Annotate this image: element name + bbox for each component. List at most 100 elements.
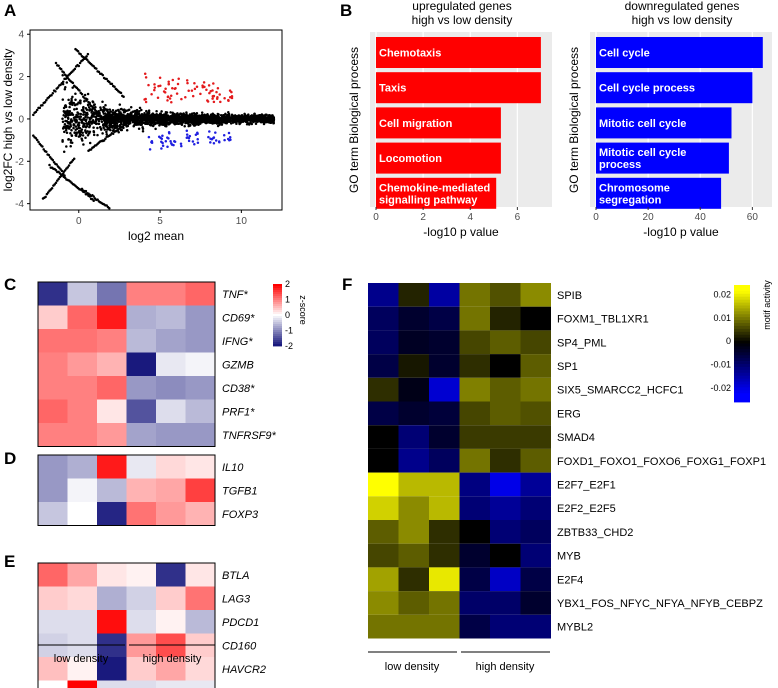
upregulated-gene-point (170, 101, 173, 104)
gene-point (122, 111, 126, 114)
gene-point (51, 91, 55, 95)
gene-point (272, 116, 275, 119)
downregulated-gene-point (209, 141, 212, 144)
heatmap-cell (126, 455, 156, 479)
gene-point (44, 195, 47, 199)
y-tick-label: -4 (15, 199, 24, 210)
gene-label-gzmb: GZMB (222, 359, 254, 371)
motif-heatmap-cell (520, 283, 551, 307)
motif-heatmap-cell (520, 496, 551, 520)
gene-label-cd38: CD38* (222, 383, 255, 395)
motif-heatmap-cell (429, 306, 460, 331)
gene-point (92, 64, 95, 68)
motif-heatmap-cell (398, 306, 429, 331)
gene-point (85, 55, 88, 58)
motif-heatmap-cell (490, 614, 521, 639)
gene-point (61, 173, 64, 177)
gene-point (195, 112, 199, 115)
gene-point (183, 113, 186, 116)
motif-heatmap-cell (429, 591, 460, 615)
y-tick-label: 0 (18, 114, 24, 125)
heatmap-cell (185, 680, 215, 688)
heatmap-cell (97, 305, 127, 329)
heatmap-cell (38, 502, 68, 526)
motif-heatmap-cell (398, 283, 429, 307)
panel-b-down-y-label: GO term Biological process (567, 47, 581, 193)
gene-point (67, 98, 70, 102)
motif-colorbar-segment (734, 369, 750, 374)
go-bar-cell-cycle-process (596, 72, 753, 104)
gene-point (208, 118, 212, 122)
gene-point (146, 122, 149, 125)
gene-point (253, 117, 256, 120)
heatmap-cell (97, 423, 127, 447)
gene-point (97, 119, 101, 123)
colorbar-segment (273, 292, 282, 295)
upregulated-gene-point (190, 89, 194, 92)
gene-point (77, 129, 81, 133)
upregulated-gene-point (144, 76, 148, 79)
motif-label-six5-smarcc2-hcfc1: SIX5_SMARCC2_HCFC1 (557, 385, 684, 397)
motif-heatmap-cell (398, 567, 429, 592)
motif-colorbar-tick-label: 0 (726, 336, 731, 346)
colorbar-segment (273, 302, 282, 305)
gene-point (228, 116, 231, 119)
gene-point (82, 113, 85, 116)
gene-point (248, 118, 251, 121)
gene-point (73, 108, 76, 111)
gene-point (43, 101, 47, 104)
gene-point (190, 112, 194, 115)
gene-point (209, 121, 212, 125)
heatmap-cell (156, 657, 186, 681)
downregulated-gene-point (207, 135, 210, 139)
gene-label-pdcd1: PDCD1 (222, 617, 259, 629)
x-tick-label: 40 (695, 212, 707, 223)
gene-point (80, 92, 84, 96)
gene-point (155, 121, 159, 125)
motif-heatmap-cell (429, 401, 460, 426)
upregulated-gene-point (177, 77, 180, 81)
upregulated-gene-point (174, 86, 177, 90)
motif-colorbar-segment (734, 375, 750, 379)
heatmap-cell (97, 563, 127, 587)
panel-f-colorbar-label: motif activity (762, 280, 772, 330)
upregulated-gene-point (212, 82, 215, 85)
upregulated-gene-point (212, 100, 216, 104)
motif-colorbar-segment (734, 381, 750, 385)
gene-point (80, 120, 84, 123)
gene-point (91, 101, 95, 104)
motif-heatmap-cell (459, 283, 490, 307)
heatmap-cell (97, 478, 127, 502)
gene-point (85, 131, 88, 135)
colorbar-segment (273, 284, 282, 287)
gene-point (193, 121, 197, 124)
gene-point (61, 120, 65, 124)
gene-point (109, 128, 112, 132)
gene-point (76, 111, 79, 114)
heatmap-block-frame (37, 562, 216, 688)
heatmap-cell (97, 376, 127, 400)
gene-point (92, 103, 96, 107)
panel-cde-group-brackets: low density high density (38, 644, 215, 665)
panel-f-heatmap: SPIB FOXM1_TBL1XR1 SP4_PML SP1 SIX5_SMARCC2_… (368, 283, 766, 639)
x-tick-label: 0 (373, 212, 379, 223)
heatmap-cell (185, 399, 215, 423)
gene-point (99, 118, 103, 121)
gene-point (102, 106, 106, 109)
gene-point (54, 169, 58, 172)
gene-point (67, 125, 70, 128)
gene-point (34, 110, 38, 114)
motif-heatmap-cell (520, 401, 551, 426)
gene-point (263, 115, 266, 119)
go-bar-label: Taxis (379, 83, 406, 95)
gene-label-btla: BTLA (222, 570, 250, 582)
upregulated-gene-point (191, 94, 195, 98)
heatmap-cell (156, 399, 186, 423)
gene-point (62, 126, 65, 130)
gene-point (82, 110, 86, 114)
colorbar-segment (273, 334, 282, 337)
upregulated-gene-point (195, 85, 199, 89)
gene-point (131, 120, 135, 124)
motif-heatmap-cell (520, 330, 551, 355)
colorbar-segment (273, 344, 282, 347)
